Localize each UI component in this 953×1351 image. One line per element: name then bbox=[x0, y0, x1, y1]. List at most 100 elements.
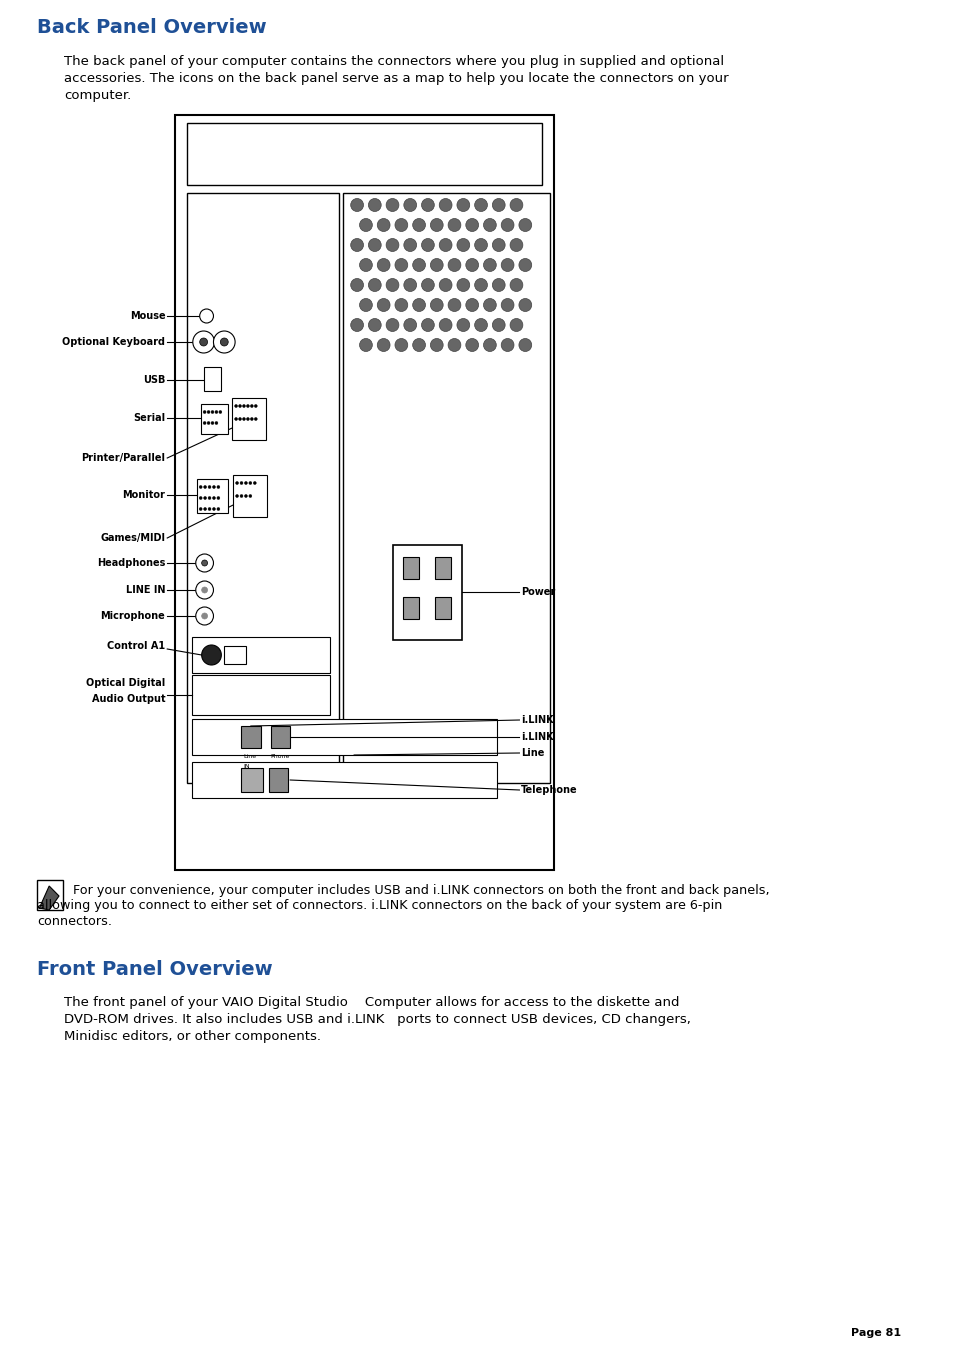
Circle shape bbox=[421, 239, 434, 251]
Circle shape bbox=[238, 417, 241, 420]
Circle shape bbox=[448, 339, 460, 351]
Circle shape bbox=[500, 339, 514, 351]
Circle shape bbox=[203, 508, 207, 511]
Circle shape bbox=[413, 339, 425, 351]
Circle shape bbox=[240, 494, 243, 497]
Circle shape bbox=[386, 319, 398, 331]
Circle shape bbox=[492, 199, 505, 212]
Circle shape bbox=[403, 199, 416, 212]
Circle shape bbox=[199, 338, 208, 346]
Text: Optional Keyboard: Optional Keyboard bbox=[62, 336, 165, 347]
Bar bbox=[241, 767, 262, 792]
Bar bbox=[435, 557, 450, 580]
Text: Optical Digital: Optical Digital bbox=[86, 678, 165, 688]
Circle shape bbox=[500, 299, 514, 312]
Circle shape bbox=[214, 411, 217, 413]
Bar bbox=[187, 193, 339, 784]
Bar bbox=[241, 725, 260, 748]
Circle shape bbox=[254, 404, 257, 408]
Circle shape bbox=[218, 411, 222, 413]
Text: Microphone: Microphone bbox=[100, 611, 165, 621]
Circle shape bbox=[244, 481, 247, 485]
Bar bbox=[271, 725, 290, 748]
Bar bbox=[233, 476, 266, 517]
Circle shape bbox=[438, 199, 452, 212]
Circle shape bbox=[438, 239, 452, 251]
Circle shape bbox=[413, 219, 425, 231]
Circle shape bbox=[238, 404, 241, 408]
Circle shape bbox=[246, 404, 249, 408]
Circle shape bbox=[438, 278, 452, 292]
Circle shape bbox=[242, 404, 245, 408]
Circle shape bbox=[492, 319, 505, 331]
Circle shape bbox=[351, 278, 363, 292]
Circle shape bbox=[483, 219, 496, 231]
Circle shape bbox=[250, 417, 253, 420]
Circle shape bbox=[518, 299, 531, 312]
Circle shape bbox=[359, 339, 372, 351]
Circle shape bbox=[510, 239, 522, 251]
Circle shape bbox=[208, 485, 211, 489]
Circle shape bbox=[220, 338, 228, 346]
Circle shape bbox=[376, 258, 390, 272]
Circle shape bbox=[465, 219, 478, 231]
Circle shape bbox=[500, 219, 514, 231]
Circle shape bbox=[207, 411, 210, 413]
Text: computer.: computer. bbox=[64, 89, 132, 101]
Circle shape bbox=[413, 299, 425, 312]
Circle shape bbox=[386, 278, 398, 292]
Circle shape bbox=[448, 219, 460, 231]
Text: i.LINK: i.LINK bbox=[521, 715, 554, 725]
Circle shape bbox=[456, 239, 469, 251]
Circle shape bbox=[244, 494, 247, 497]
Bar bbox=[192, 762, 497, 798]
Text: Line: Line bbox=[243, 754, 255, 759]
Text: Headphones: Headphones bbox=[97, 558, 165, 567]
Circle shape bbox=[359, 258, 372, 272]
Circle shape bbox=[403, 319, 416, 331]
Bar bbox=[343, 193, 549, 784]
Circle shape bbox=[213, 331, 234, 353]
Circle shape bbox=[500, 258, 514, 272]
Text: Page 81: Page 81 bbox=[850, 1328, 901, 1337]
Circle shape bbox=[203, 422, 206, 424]
Circle shape bbox=[492, 239, 505, 251]
Circle shape bbox=[483, 299, 496, 312]
Bar bbox=[192, 676, 329, 715]
Circle shape bbox=[448, 299, 460, 312]
Circle shape bbox=[250, 404, 253, 408]
Circle shape bbox=[421, 199, 434, 212]
Circle shape bbox=[376, 219, 390, 231]
Text: Line: Line bbox=[521, 748, 544, 758]
Circle shape bbox=[395, 258, 407, 272]
Circle shape bbox=[207, 422, 210, 424]
Bar bbox=[203, 367, 221, 390]
Text: The front panel of your VAIO Digital Studio    Computer allows for access to the: The front panel of your VAIO Digital Stu… bbox=[64, 996, 679, 1009]
Circle shape bbox=[448, 258, 460, 272]
Circle shape bbox=[201, 613, 208, 619]
Circle shape bbox=[201, 561, 208, 566]
Circle shape bbox=[246, 417, 249, 420]
Text: Control A1: Control A1 bbox=[107, 640, 165, 651]
Circle shape bbox=[203, 411, 206, 413]
Circle shape bbox=[368, 278, 381, 292]
Text: Phone: Phone bbox=[271, 754, 290, 759]
Text: Back Panel Overview: Back Panel Overview bbox=[37, 18, 267, 36]
Circle shape bbox=[386, 199, 398, 212]
Text: Minidisc editors, or other components.: Minidisc editors, or other components. bbox=[64, 1029, 320, 1043]
Text: LINE IN: LINE IN bbox=[126, 585, 165, 594]
Text: Front Panel Overview: Front Panel Overview bbox=[37, 961, 273, 979]
Circle shape bbox=[518, 258, 531, 272]
Circle shape bbox=[213, 485, 215, 489]
Circle shape bbox=[465, 299, 478, 312]
Circle shape bbox=[465, 339, 478, 351]
Circle shape bbox=[213, 508, 215, 511]
Text: Audio Output: Audio Output bbox=[91, 694, 165, 704]
Circle shape bbox=[216, 497, 219, 500]
Circle shape bbox=[208, 508, 211, 511]
Circle shape bbox=[199, 485, 202, 489]
Circle shape bbox=[475, 239, 487, 251]
Text: Monitor: Monitor bbox=[122, 490, 165, 500]
Circle shape bbox=[195, 581, 213, 598]
Circle shape bbox=[492, 278, 505, 292]
